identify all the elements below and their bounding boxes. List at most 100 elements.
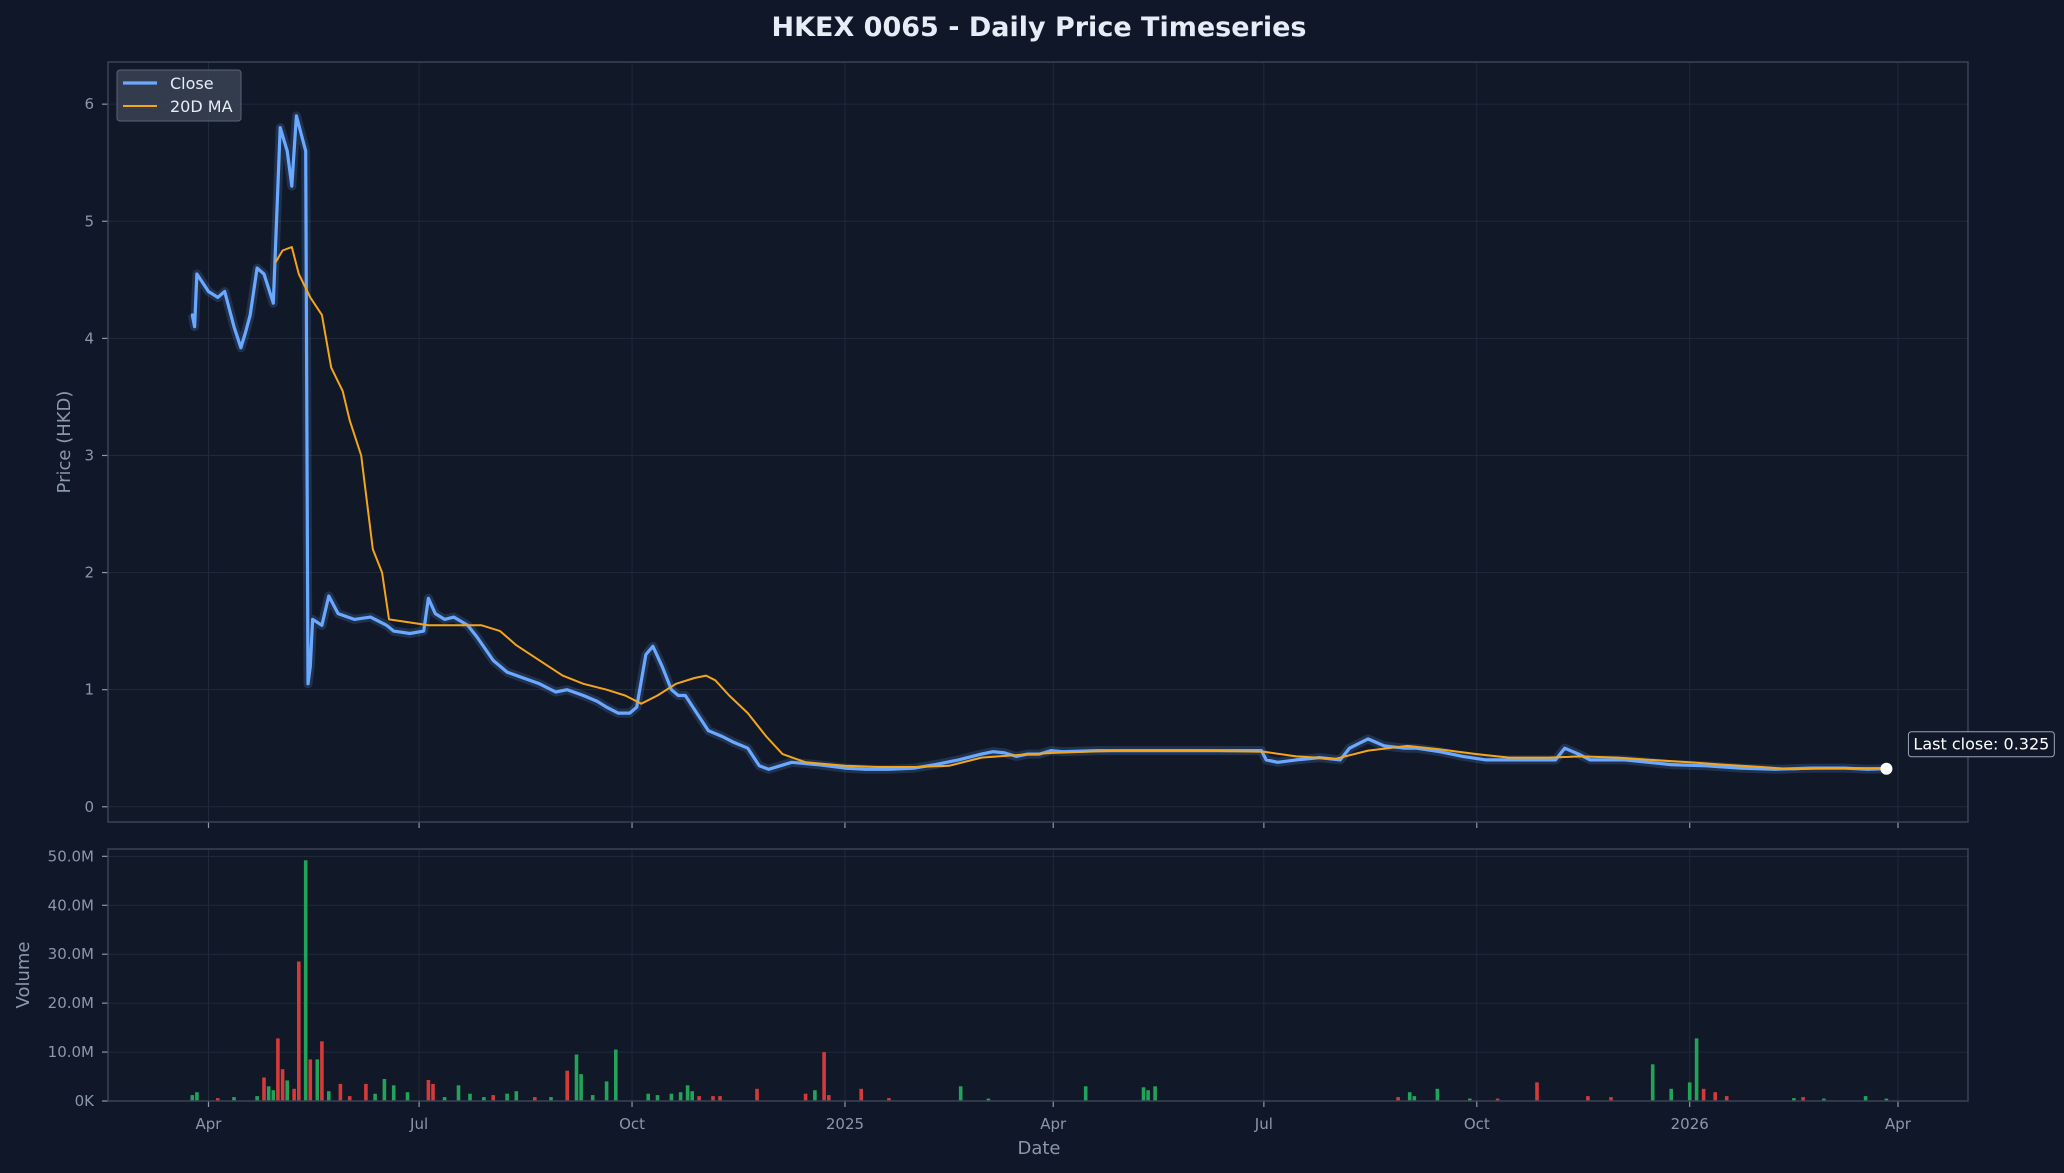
volume-bar (887, 1098, 891, 1101)
volume-bar (565, 1070, 569, 1101)
volume-bar (1586, 1096, 1590, 1101)
volume-bar (303, 860, 308, 1101)
volume-bar (405, 1092, 410, 1101)
volume-bar (195, 1092, 199, 1101)
price-y-tick-label: 5 (84, 212, 94, 230)
x-tick-label: Apr (1040, 1115, 1067, 1133)
volume-y-tick-label: 0K (75, 1092, 96, 1110)
volume-bar (364, 1083, 368, 1101)
volume-bar (590, 1095, 595, 1101)
volume-bar (1396, 1097, 1400, 1101)
x-tick-label: 2025 (826, 1115, 864, 1133)
volume-bar (755, 1088, 759, 1101)
volume-bar (255, 1096, 259, 1101)
volume-bar (216, 1098, 220, 1101)
price-x-ticks (207, 822, 1899, 828)
volume-bar (1687, 1082, 1692, 1101)
volume-bar (958, 1086, 963, 1101)
volume-bar (1141, 1087, 1146, 1101)
x-tick-label: Apr (196, 1115, 223, 1133)
volume-bar (285, 1080, 289, 1101)
legend-label-ma: 20D MA (170, 97, 233, 116)
volume-bar (1792, 1098, 1796, 1101)
volume-bar (276, 1038, 280, 1101)
volume-y-tick-label: 30.0M (48, 945, 94, 963)
price-y-tick-label: 1 (84, 681, 94, 699)
x-tick-label: Jul (409, 1115, 428, 1133)
volume-bar (1083, 1086, 1088, 1101)
price-y-tick-label: 3 (84, 446, 94, 464)
volume-bar (1863, 1096, 1868, 1101)
volume-bar (442, 1097, 447, 1101)
volume-bar (1801, 1097, 1805, 1101)
legend: Close 20D MA (116, 69, 242, 122)
volume-bar (614, 1049, 618, 1101)
last-close-annotation: Last close: 0.325 (1880, 731, 2055, 775)
price-y-tick-label: 0 (84, 798, 94, 816)
volume-bar (1412, 1096, 1417, 1101)
volume-bar (308, 1059, 313, 1101)
volume-bar (1435, 1088, 1440, 1101)
volume-bar (574, 1054, 579, 1101)
volume-bar (1495, 1098, 1500, 1101)
volume-bar (697, 1096, 701, 1101)
volume-y-tick-label: 20.0M (48, 994, 94, 1012)
ma-20d-line (274, 246, 1888, 771)
volume-bar (1822, 1098, 1826, 1101)
volume-bar (426, 1080, 431, 1101)
volume-bar (669, 1093, 674, 1101)
volume-bar (491, 1095, 495, 1101)
volume-bar (604, 1081, 609, 1101)
x-axis-label: Date (1017, 1138, 1060, 1159)
x-tick-label: Jul (1254, 1115, 1273, 1133)
volume-bar (297, 961, 301, 1101)
volume-bar (1153, 1086, 1157, 1101)
volume-bar (803, 1093, 808, 1101)
volume-bar (315, 1059, 320, 1101)
volume-bar (1609, 1097, 1613, 1101)
volume-bar (711, 1096, 715, 1101)
price-y-tick-label: 2 (84, 564, 94, 582)
volume-bar (1535, 1082, 1539, 1101)
chart-title: HKEX 0065 - Daily Price Timeseries (771, 12, 1306, 43)
legend-label-close: Close (170, 74, 214, 93)
volume-bar (718, 1096, 722, 1101)
volume-bar (373, 1093, 377, 1101)
volume-bar (1407, 1092, 1412, 1101)
volume-bar (549, 1097, 553, 1101)
volume-bar (456, 1085, 461, 1101)
volume-bar (320, 1041, 324, 1101)
volume-y-tick-label: 10.0M (48, 1043, 94, 1061)
volume-bar (482, 1097, 486, 1101)
x-tick-label: Oct (1464, 1115, 1490, 1133)
volume-bar (813, 1090, 817, 1101)
volume-bar (533, 1097, 537, 1101)
volume-bar (1146, 1090, 1150, 1101)
volume-bar (678, 1092, 683, 1101)
volume-bar (505, 1093, 509, 1101)
volume-bar (232, 1097, 236, 1101)
volume-bar (327, 1091, 331, 1101)
price-plot-frame (107, 61, 1969, 823)
volume-bar (431, 1083, 435, 1101)
volume-bar (468, 1093, 472, 1101)
last-close-label-box (1907, 731, 2055, 758)
volume-bars (190, 860, 1889, 1101)
volume-bar (859, 1088, 863, 1101)
price-panel: 0 1 2 3 4 5 6 Price (HKD) Close 20D MA Last cl… (54, 61, 2055, 828)
last-close-marker (1880, 762, 1893, 775)
volume-bar (1724, 1096, 1729, 1101)
last-close-label: Last close: 0.325 (1913, 735, 2049, 754)
volume-y-axis: 0K 10.0M 20.0M 30.0M 40.0M 50.0M (48, 847, 108, 1110)
volume-y-tick-label: 50.0M (48, 847, 94, 865)
volume-bar (190, 1095, 195, 1101)
volume-bar (579, 1074, 583, 1101)
volume-bar (266, 1086, 271, 1101)
close-line (190, 114, 1888, 771)
volume-bar (1701, 1088, 1706, 1101)
volume-bar (292, 1088, 296, 1101)
price-y-axis: 0 1 2 3 4 5 6 (84, 95, 108, 816)
volume-bar (1713, 1092, 1717, 1101)
volume-bar (391, 1085, 396, 1101)
